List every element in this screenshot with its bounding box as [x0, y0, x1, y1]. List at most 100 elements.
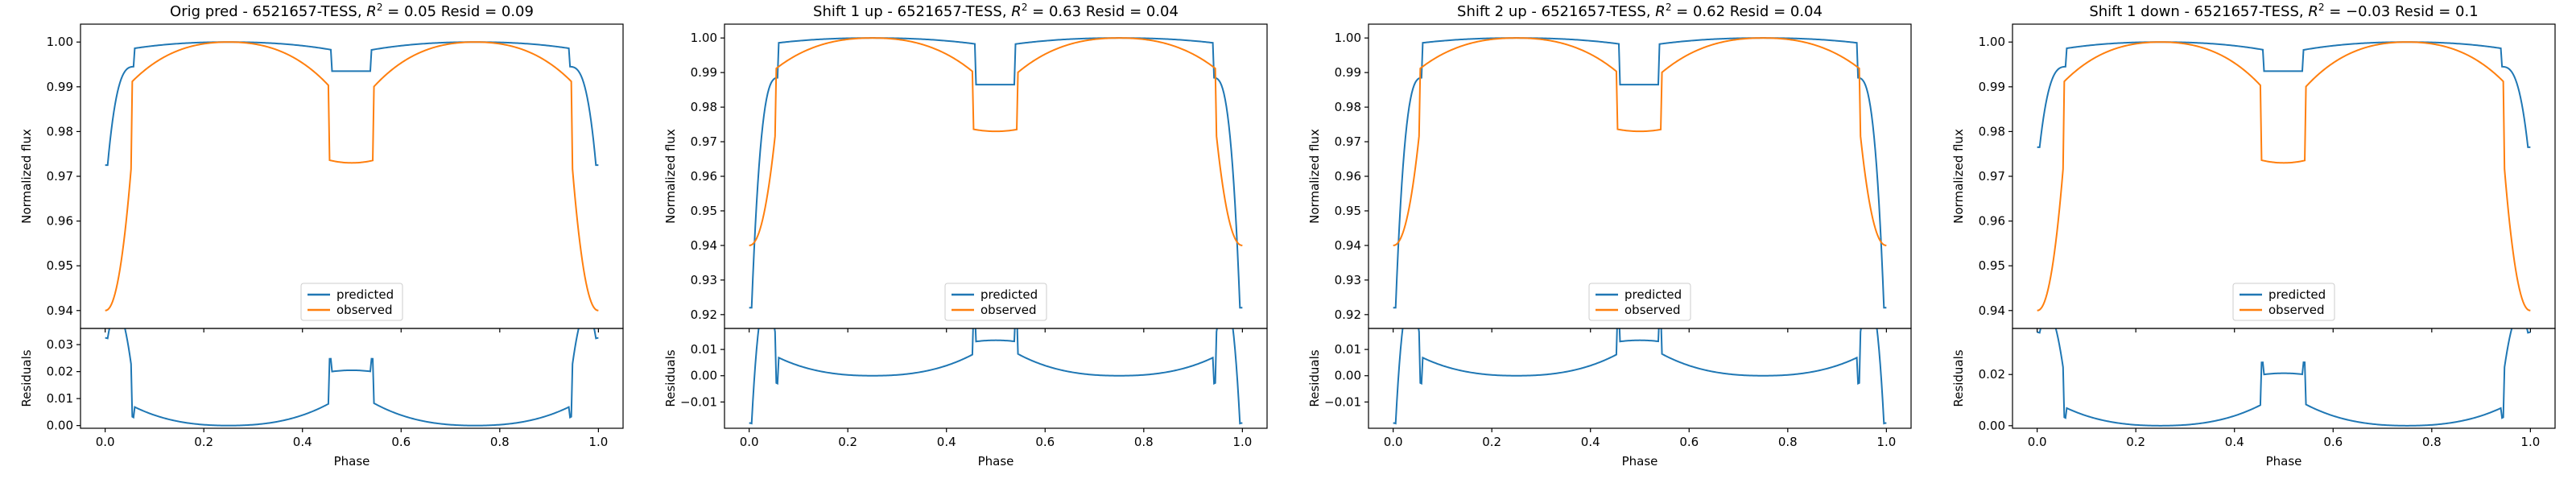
flux-axes: 0.92 0.93 0.94 0.95 0.96 0.97 0.98 0.99 1.00 Norm…: [1307, 23, 1912, 332]
flux-axes-frame: [1368, 23, 1912, 329]
r2-value: 0.62: [1693, 3, 1725, 20]
legend-label-observed: observed: [1624, 303, 1681, 317]
series-predicted-line: [105, 41, 599, 167]
x-tick-label: 1.0: [588, 435, 608, 449]
r2-symbol: R: [1011, 3, 1022, 20]
x-tick-label: 0.8: [1778, 435, 1798, 449]
residuals-axes: 0.00 0.01 0.02 0.03 0.0 0.2 0.4 0.6 0.8 1.0 Residu…: [19, 328, 624, 469]
chart-title: Shift 2 up - 6521657-TESS, R2 = 0.62 Res…: [1457, 2, 1823, 20]
residual-y-tick-label: 0.01: [1335, 342, 1361, 357]
residual-y-tick-label: 0.00: [1979, 419, 2005, 433]
x-tick-label: 1.0: [1876, 435, 1896, 449]
r2-value: 0.05: [404, 3, 436, 20]
series-predicted-line: [1393, 37, 1887, 309]
flux-axes-frame: [2012, 23, 2556, 329]
x-tick-label: 0.6: [1035, 435, 1055, 449]
x-tick-label: 0.4: [2225, 435, 2244, 449]
chart-title-suffix: Resid = 0.1: [2390, 3, 2478, 20]
x-tick-label: 0.6: [391, 435, 411, 449]
residual-y-axis-label: Residuals: [663, 349, 678, 407]
x-tick-label: 0.6: [2323, 435, 2343, 449]
y-tick-label: 0.98: [47, 124, 73, 138]
residual-y-axis-label: Residuals: [1307, 349, 1322, 407]
series-predicted-line: [2037, 41, 2531, 148]
legend-label-observed: observed: [2268, 303, 2325, 317]
r2-exponent: 2: [377, 2, 383, 13]
x-tick-label: 0.2: [194, 435, 213, 449]
y-tick-label: 0.95: [691, 204, 717, 218]
x-tick-label: 0.4: [1581, 435, 1600, 449]
residuals-axes: −0.01 0.00 0.01 0.0 0.2 0.4 0.6 0.8 1.0 Residuals…: [663, 328, 1268, 469]
residual-y-tick-label: 0.00: [47, 419, 73, 433]
r2-exponent: 2: [1666, 2, 1672, 13]
legend-box: [944, 283, 1047, 321]
y-tick-label: 0.94: [1979, 303, 2005, 318]
chart-title-prefix: Orig pred - 6521657-TESS,: [170, 3, 366, 20]
subplot-2: Shift 1 up - 6521657-TESS, R2 = 0.63 Res…: [663, 2, 1268, 469]
legend-box: [1588, 283, 1691, 321]
y-tick-label: 0.96: [1979, 214, 2005, 229]
r2-symbol: R: [366, 3, 377, 20]
r2-equals: =: [2325, 3, 2347, 20]
flux-axes-frame: [724, 23, 1268, 329]
y-tick-label: 0.99: [691, 65, 717, 80]
r2-value: 0.63: [1049, 3, 1081, 20]
y-tick-label: 0.95: [1979, 258, 2005, 273]
residual-y-tick-label: 0.03: [47, 337, 73, 352]
chart-title-prefix: Shift 1 up - 6521657-TESS,: [813, 3, 1011, 20]
x-tick-label: 0.8: [490, 435, 510, 449]
y-tick-label: 0.94: [691, 238, 717, 253]
x-tick-label: 1.0: [2520, 435, 2540, 449]
subplot-1: Orig pred - 6521657-TESS, R2 = 0.05 Resi…: [19, 2, 624, 469]
x-axis-label: Phase: [1622, 454, 1658, 469]
y-tick-label: 0.99: [47, 80, 73, 94]
residual-y-tick-label: 0.02: [1979, 367, 2005, 382]
y-tick-label: 0.94: [47, 303, 73, 318]
x-axis-label: Phase: [2266, 454, 2302, 469]
residual-y-axis-label: Residuals: [1951, 349, 1966, 407]
x-axis-label: Phase: [334, 454, 370, 469]
x-tick-label: 1.0: [1232, 435, 1252, 449]
r2-equals: =: [1027, 3, 1049, 20]
y-tick-label: 1.00: [1335, 31, 1361, 45]
chart-title-suffix: Resid = 0.09: [436, 3, 534, 20]
y-tick-label: 1.00: [47, 35, 73, 49]
residuals-axes: 0.00 0.02 0.0 0.2 0.4 0.6 0.8 1.0 Residuals Phase: [1951, 328, 2556, 469]
y-tick-label: 0.95: [47, 258, 73, 273]
x-tick-label: 0.6: [1679, 435, 1699, 449]
x-axis-label: Phase: [978, 454, 1014, 469]
subplot-4: Shift 1 down - 6521657-TESS, R2 = −0.03 …: [1951, 2, 2556, 469]
residual-y-axis-label: Residuals: [19, 349, 34, 407]
legend-label-predicted: predicted: [336, 287, 394, 302]
flux-axes: 0.94 0.95 0.96 0.97 0.98 0.99 1.00 Normalized f…: [1951, 23, 2556, 332]
x-tick-label: 0.4: [937, 435, 956, 449]
series-predicted-line: [749, 37, 1243, 309]
residuals-axes-frame: [80, 328, 624, 429]
y-tick-label: 0.99: [1979, 80, 2005, 94]
chart-title: Shift 1 down - 6521657-TESS, R2 = −0.03 …: [2089, 2, 2478, 20]
legend-label-predicted: predicted: [1624, 287, 1682, 302]
y-tick-label: 0.96: [1335, 169, 1361, 184]
y-axis-label: Normalized flux: [19, 129, 34, 224]
x-tick-label: 0.2: [838, 435, 857, 449]
series-observed-line: [1393, 37, 1887, 246]
chart-title-prefix: Shift 1 down - 6521657-TESS,: [2089, 3, 2308, 20]
legend-label-observed: observed: [336, 303, 393, 317]
residual-y-tick-label: 0.01: [47, 391, 73, 406]
chart-title-prefix: Shift 2 up - 6521657-TESS,: [1457, 3, 1655, 20]
y-axis-label: Normalized flux: [1951, 129, 1966, 224]
x-tick-label: 0.0: [96, 435, 115, 449]
series-observed-line: [105, 41, 599, 312]
flux-axes: 0.92 0.93 0.94 0.95 0.96 0.97 0.98 0.99 1.00 Norm…: [663, 23, 1268, 332]
y-tick-label: 0.97: [1979, 169, 2005, 184]
y-tick-label: 0.96: [691, 169, 717, 184]
flux-axes-frame: [80, 23, 624, 329]
residual-y-tick-label: −0.01: [1324, 394, 1361, 409]
y-tick-label: 0.98: [1335, 100, 1361, 114]
r2-value: −0.03: [2346, 3, 2390, 20]
legend-box: [300, 283, 403, 321]
legend-box: [2232, 283, 2335, 321]
